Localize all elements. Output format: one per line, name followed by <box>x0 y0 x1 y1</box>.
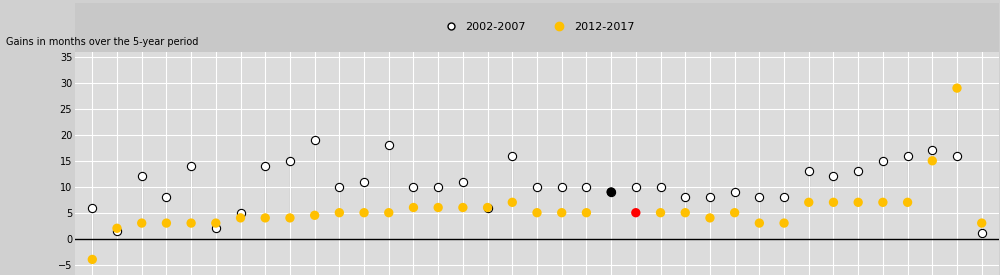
Point <box>554 210 570 215</box>
Point <box>84 257 100 262</box>
Point <box>480 205 496 210</box>
Point <box>504 153 520 158</box>
Point <box>727 210 743 215</box>
Point <box>356 179 372 184</box>
Point <box>776 195 792 199</box>
Point <box>924 148 940 153</box>
Point <box>331 185 347 189</box>
Point <box>158 221 174 225</box>
Point <box>405 205 421 210</box>
Point <box>974 231 990 236</box>
Point <box>875 200 891 205</box>
Point <box>208 226 224 230</box>
Point <box>677 210 693 215</box>
Point <box>554 185 570 189</box>
Point <box>455 179 471 184</box>
Point <box>257 164 273 168</box>
Point <box>331 210 347 215</box>
Point <box>801 200 817 205</box>
Point <box>282 216 298 220</box>
Point <box>653 210 669 215</box>
Point <box>529 185 545 189</box>
Point <box>84 205 100 210</box>
Point <box>677 195 693 199</box>
Point <box>949 153 965 158</box>
Point <box>974 221 990 225</box>
Point <box>109 229 125 233</box>
Point <box>900 153 916 158</box>
Legend: 2002-2007, 2012-2017: 2002-2007, 2012-2017 <box>435 18 639 37</box>
Point <box>751 195 767 199</box>
Point <box>801 169 817 173</box>
Point <box>825 200 841 205</box>
Point <box>455 205 471 210</box>
Point <box>776 221 792 225</box>
Point <box>134 174 150 178</box>
Point <box>430 205 446 210</box>
Point <box>850 200 866 205</box>
Point <box>307 138 323 142</box>
Point <box>109 226 125 230</box>
Point <box>949 86 965 90</box>
Point <box>825 174 841 178</box>
Point <box>727 190 743 194</box>
Point <box>183 164 199 168</box>
Point <box>578 185 594 189</box>
Point <box>257 216 273 220</box>
Point <box>405 185 421 189</box>
Point <box>282 159 298 163</box>
Point <box>578 210 594 215</box>
Point <box>381 210 397 215</box>
Point <box>603 190 619 194</box>
Point <box>208 221 224 225</box>
Point <box>900 200 916 205</box>
Point <box>504 200 520 205</box>
Point <box>603 190 619 194</box>
Point <box>381 143 397 147</box>
Text: Gains in months over the 5-year period: Gains in months over the 5-year period <box>6 37 198 47</box>
Point <box>751 221 767 225</box>
Point <box>529 210 545 215</box>
Point <box>875 159 891 163</box>
Point <box>702 195 718 199</box>
Point <box>134 221 150 225</box>
Point <box>628 185 644 189</box>
Point <box>233 210 249 215</box>
Point <box>480 205 496 210</box>
Point <box>430 185 446 189</box>
Point <box>356 210 372 215</box>
Point <box>158 195 174 199</box>
Point <box>183 221 199 225</box>
Point <box>233 216 249 220</box>
Point <box>850 169 866 173</box>
Point <box>924 159 940 163</box>
Point <box>307 213 323 218</box>
Point <box>653 185 669 189</box>
Point <box>702 216 718 220</box>
Point <box>628 210 644 215</box>
